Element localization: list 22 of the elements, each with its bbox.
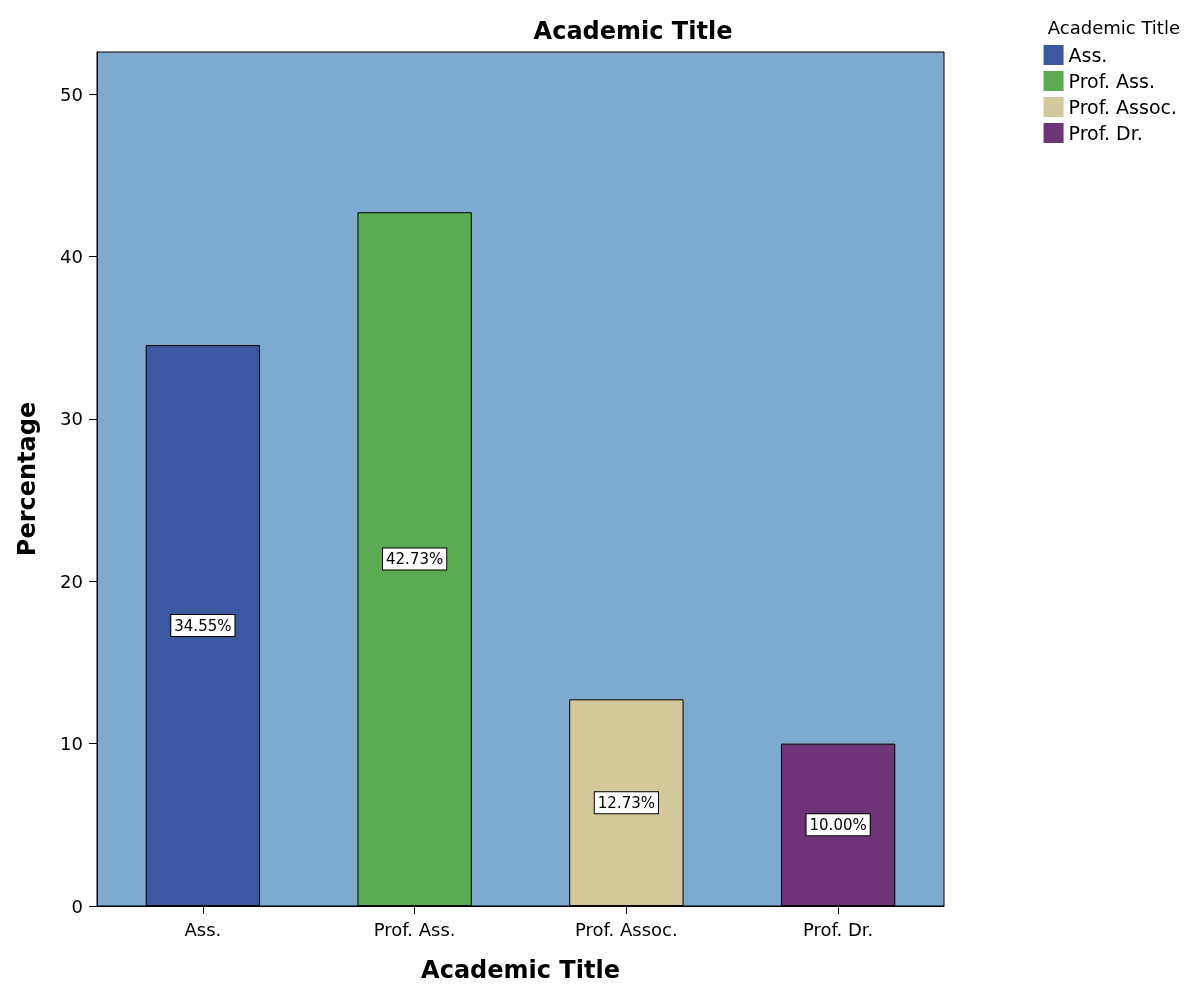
y-tick-label: 10: [60, 733, 83, 755]
y-axis-title: Percentage: [13, 401, 41, 557]
y-tick-label: 40: [60, 246, 83, 268]
x-tick-label: Prof. Ass.: [373, 918, 456, 940]
y-tick-label: 20: [60, 570, 83, 592]
x-tick-label: Ass.: [184, 918, 222, 940]
x-tick-label: Prof. Dr.: [802, 918, 874, 940]
legend-label: Prof. Assoc.: [1068, 96, 1177, 118]
legend-label: Prof. Ass.: [1068, 70, 1155, 92]
legend-label: Prof. Dr.: [1068, 122, 1143, 144]
data-label: 42.73%: [386, 550, 444, 569]
data-label: 10.00%: [809, 815, 867, 834]
x-tick-label: Prof. Assoc.: [575, 918, 678, 940]
legend-label: Ass.: [1068, 44, 1108, 66]
data-label: 34.55%: [174, 616, 232, 635]
y-tick-label: 30: [60, 408, 83, 430]
chart-title: Academic Title: [533, 17, 733, 45]
y-tick-label: 50: [60, 83, 83, 105]
y-tick-label: 0: [71, 895, 83, 917]
data-label: 12.73%: [597, 793, 655, 812]
x-axis-title: Academic Title: [421, 956, 620, 984]
legend-title: Academic Title: [1047, 16, 1180, 38]
